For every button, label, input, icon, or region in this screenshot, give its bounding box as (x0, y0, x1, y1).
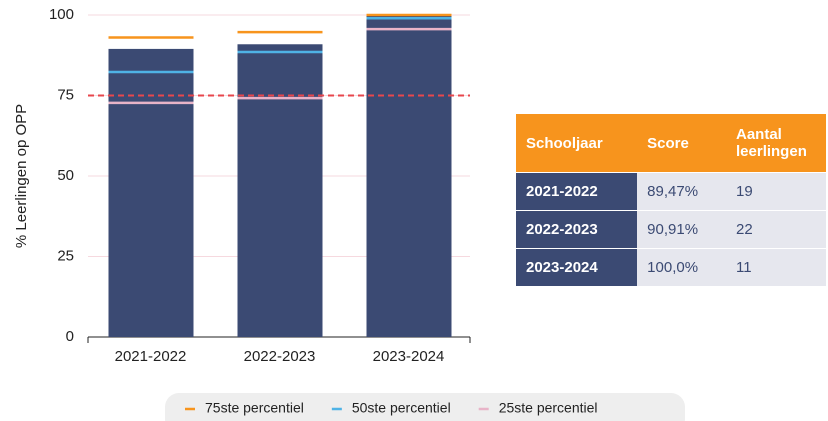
score-table: Schooljaar Score Aantal leerlingen 2021-… (516, 114, 826, 286)
y-tick-label: 25 (57, 247, 74, 264)
legend-label: 75ste percentiel (205, 400, 304, 416)
legend-box (165, 393, 685, 421)
table-header: Schooljaar Score Aantal leerlingen (516, 114, 826, 173)
legend-label: 50ste percentiel (352, 400, 451, 416)
x-tick-label: 2021-2022 (115, 348, 187, 365)
y-axis-label: % Leerlingen op OPP (13, 104, 30, 248)
x-tick-label: 2022-2023 (244, 348, 316, 365)
x-tick-label: 2023-2024 (373, 348, 445, 365)
y-tick-label: 0 (66, 328, 74, 345)
table-cell: 2021-2022 (516, 172, 638, 211)
table-cell: 100,0% (637, 248, 726, 286)
header-cell: Aantal leerlingen (726, 114, 826, 173)
table-cell: 90,91% (637, 210, 726, 249)
y-tick-label: 75 (57, 86, 74, 103)
legend-label: 25ste percentiel (499, 400, 598, 416)
y-tick-label: 100 (49, 6, 74, 23)
bar (237, 44, 323, 337)
header-cell: Schooljaar (516, 114, 638, 173)
table-row: 2022-2023 90,91% 22 (516, 210, 826, 249)
table-row: 2023-2024 100,0% 11 (516, 248, 826, 286)
table-cell: 89,47% (637, 172, 726, 211)
table-cell: 11 (726, 248, 826, 286)
y-tick-label: 50 (57, 167, 74, 184)
table-row: 2021-2022 89,47% 19 (516, 172, 826, 211)
bar (108, 48, 194, 337)
table-cell: 22 (726, 210, 826, 249)
table-cell: 2022-2023 (516, 210, 638, 249)
bar (366, 15, 452, 337)
table-cell: 2023-2024 (516, 248, 638, 286)
table-cell: 19 (726, 172, 826, 211)
header-cell: Score (637, 114, 726, 173)
